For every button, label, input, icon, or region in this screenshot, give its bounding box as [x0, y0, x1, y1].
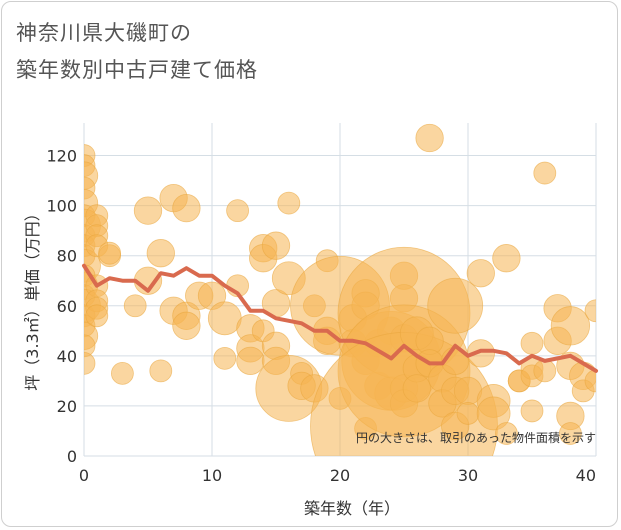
x-tick-label: 20 — [330, 466, 350, 485]
bubble — [111, 361, 134, 385]
bubble — [133, 196, 163, 225]
bubble — [584, 369, 596, 393]
bubble — [476, 396, 511, 431]
bubble — [456, 402, 480, 425]
bubble — [520, 331, 544, 355]
tick-labels: 0 20 40 60 80 100 120 0 10 20 30 40 — [46, 147, 596, 485]
bubble — [146, 239, 175, 268]
average-price-line — [82, 263, 598, 373]
bubble — [172, 193, 201, 223]
x-tick-label: 10 — [202, 466, 222, 485]
bubble — [427, 277, 484, 334]
bubble — [261, 231, 291, 260]
bubble — [85, 304, 109, 328]
bubble — [277, 191, 301, 215]
bubble — [533, 359, 557, 383]
y-tick-label: 40 — [57, 347, 77, 366]
chart-title-line-1: 神奈川県大磯町の — [16, 21, 192, 45]
y-tick-label: 60 — [57, 297, 77, 316]
bubble — [84, 351, 96, 375]
bubble-layer — [84, 123, 596, 456]
bubble — [550, 306, 591, 346]
bubble — [84, 334, 96, 358]
bubble-size-note: 円の大きさは、取引のあった物件面積を示す — [356, 430, 596, 445]
bubble — [98, 241, 121, 265]
bubble — [226, 199, 250, 223]
x-tick-label: 30 — [458, 466, 478, 485]
bubble — [533, 161, 557, 185]
y-tick-label: 100 — [46, 197, 77, 216]
x-axis-label: 築年数（年） — [304, 499, 400, 518]
bubble — [415, 123, 444, 153]
y-axis-label: 坪（3.3㎡）単価（万円） — [23, 205, 42, 390]
y-tick-label: 80 — [57, 247, 77, 266]
bubble — [213, 346, 237, 370]
bubble — [149, 359, 173, 383]
x-tick-label: 0 — [79, 466, 89, 485]
y-tick-label: 0 — [67, 447, 77, 466]
bubble — [492, 244, 521, 273]
bubble — [236, 346, 265, 376]
y-tick-label: 20 — [57, 397, 77, 416]
bubble — [559, 422, 582, 445]
bubble — [584, 299, 596, 323]
bubble — [123, 294, 147, 318]
chart-title-line-2: 築年数別中古戸建て価格 — [16, 58, 258, 82]
bubble — [402, 374, 431, 403]
y-tick-label: 120 — [46, 147, 77, 166]
bubble — [494, 422, 518, 445]
bubble — [172, 311, 201, 340]
bubble — [466, 259, 495, 288]
x-tick-label: 40 — [576, 466, 596, 485]
bubble — [520, 399, 544, 423]
